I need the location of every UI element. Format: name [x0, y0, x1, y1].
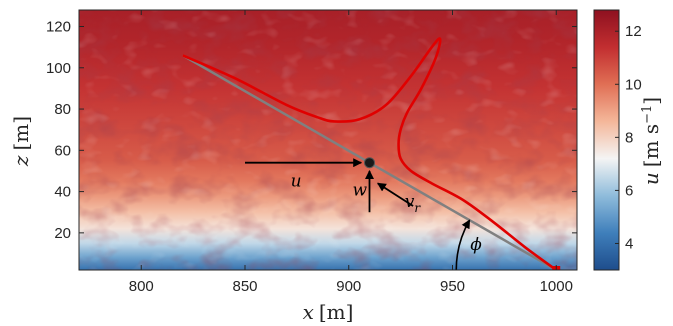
- label-u: u: [291, 172, 302, 192]
- x-tick-label: 850: [232, 278, 257, 295]
- label-w: w: [353, 181, 368, 201]
- y-ticks: 20 40 60 80 100 120: [46, 19, 577, 242]
- y-tick-label: 80: [54, 101, 71, 118]
- label-angle: ϕ: [470, 235, 482, 255]
- angle-arc: [455, 219, 471, 270]
- y-tick-label: 20: [54, 225, 71, 242]
- y-tick-label: 40: [54, 184, 71, 201]
- x-tick-label: 1000: [540, 278, 573, 295]
- y-tick-label: 120: [46, 19, 71, 36]
- colorbar-tick-label: 12: [625, 23, 642, 40]
- y-axis-label: z[m]: [9, 116, 33, 167]
- plot-frame: [78, 9, 578, 271]
- colorbar-tick-label: 4: [625, 235, 633, 252]
- colorbar: [593, 9, 620, 271]
- colorbar-tick-label: 6: [625, 182, 633, 199]
- x-ticks: 800 850 900 950 1000: [129, 10, 573, 295]
- colorbar-tick-label: 10: [625, 76, 642, 93]
- y-tick-label: 60: [54, 142, 71, 159]
- vector-vr-arrow: [376, 182, 414, 207]
- x-axis-label: x [m]: [303, 300, 354, 324]
- trajectory-line: [182, 37, 558, 270]
- x-tick-label: 800: [129, 278, 154, 295]
- x-tick-label: 950: [440, 278, 465, 295]
- colorbar-label: u[m s−1]: [639, 97, 663, 185]
- colorbar-ticks: 4 6 8 10 12: [615, 23, 642, 252]
- y-tick-label: 100: [46, 60, 71, 77]
- measurement-point: [364, 157, 375, 169]
- x-tick-label: 900: [336, 278, 361, 295]
- colorbar-tick-label: 8: [625, 129, 633, 146]
